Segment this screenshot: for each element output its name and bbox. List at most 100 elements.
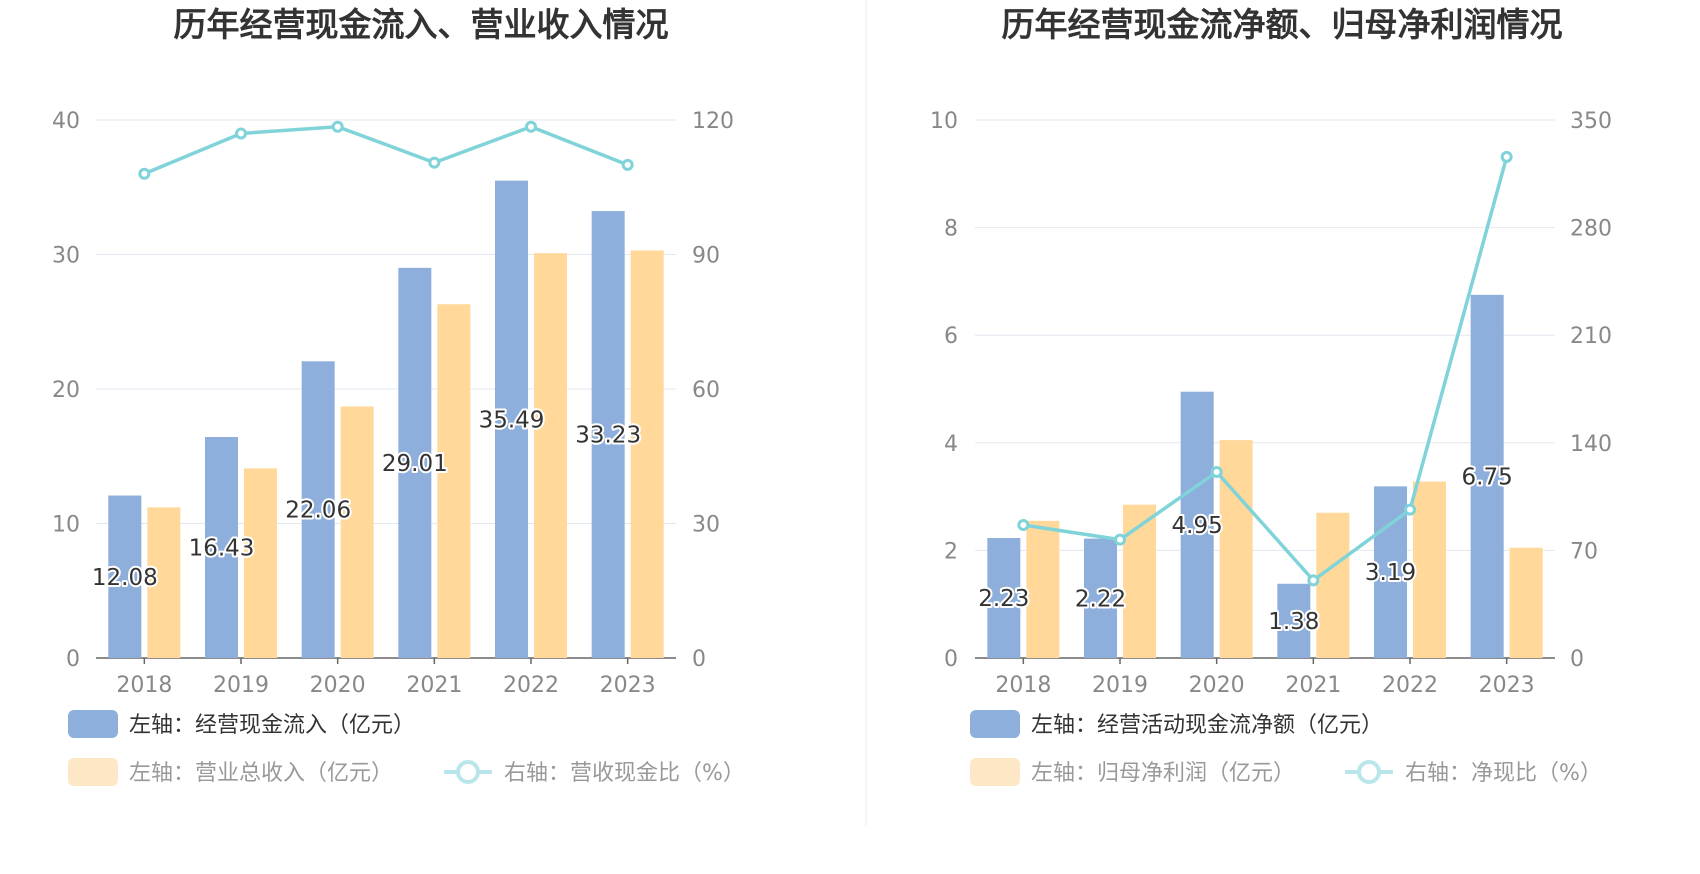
legend-series-name: 营业总收入（亿元） xyxy=(195,761,393,786)
data-label: 16.43 xyxy=(189,536,255,562)
ratio-line xyxy=(1023,156,1509,583)
x-axis-label: 2018 xyxy=(995,673,1051,698)
bar-secondary xyxy=(534,253,567,658)
right-axis-tick-label: 120 xyxy=(692,109,734,134)
chart-title: 历年经营现金流入、营业收入情况 xyxy=(174,5,669,44)
legend-swatch-icon xyxy=(68,758,118,786)
legend-axis-prefix: 左轴： xyxy=(129,713,195,738)
ratio-point xyxy=(428,156,441,169)
left-axis-tick-label: 20 xyxy=(52,378,80,403)
x-axis-label: 2021 xyxy=(1285,673,1341,698)
x-axis-label: 2019 xyxy=(213,673,269,698)
data-label: 2.23 xyxy=(978,586,1029,612)
legend-swatch-icon xyxy=(970,758,1020,786)
ratio-point xyxy=(525,120,537,133)
bar-secondary xyxy=(340,406,374,658)
left-axis-tick-label: 6 xyxy=(944,324,958,349)
legend-series-name: 净现比（%） xyxy=(1471,761,1602,786)
ratio-point xyxy=(1210,466,1223,479)
legend-axis-prefix: 左轴： xyxy=(1031,713,1097,738)
legend-axis-prefix: 左轴： xyxy=(1031,761,1097,786)
bar-secondary xyxy=(1413,481,1446,658)
right-axis-tick-label: 210 xyxy=(1570,324,1612,349)
ratio-point xyxy=(1404,503,1416,516)
bar-primary xyxy=(1470,294,1504,658)
left-axis-tick-label: 2 xyxy=(944,539,958,564)
legend-item[interactable]: 左轴：经营活动现金流净额（亿元） xyxy=(970,710,1383,738)
legend-item[interactable]: 右轴：净现比（%） xyxy=(1345,760,1602,786)
legend-label: 左轴：营业总收入（亿元） xyxy=(129,761,393,786)
bar-primary xyxy=(591,211,625,658)
x-axis-label: 2023 xyxy=(600,673,656,698)
data-label: 6.75 xyxy=(1462,464,1513,490)
data-label: 29.01 xyxy=(382,451,448,477)
x-axis-label: 2023 xyxy=(1479,673,1535,698)
data-label: 4.95 xyxy=(1172,513,1223,539)
legend-series-name: 经营活动现金流净额（亿元） xyxy=(1097,713,1383,738)
chart-panel-cash-inflow: 历年经营现金流入、营业收入情况 0 0 10 30 20 60 30 90 40 120 2018 2… xyxy=(52,5,745,786)
right-axis-tick-label: 90 xyxy=(692,244,720,269)
bar-secondary xyxy=(437,304,471,658)
data-label: 2.22 xyxy=(1075,586,1126,612)
data-label: 1.38 xyxy=(1268,609,1319,635)
legend-item[interactable]: 右轴：营收现金比（%） xyxy=(444,760,745,786)
right-axis-tick-label: 0 xyxy=(1570,647,1584,672)
left-axis-tick-label: 40 xyxy=(52,109,80,134)
legend-item[interactable]: 左轴：营业总收入（亿元） xyxy=(68,758,393,786)
data-label: 3.19 xyxy=(1365,560,1416,586)
left-axis-tick-label: 10 xyxy=(930,109,958,134)
bar-secondary xyxy=(1509,547,1543,658)
x-axis-label: 2022 xyxy=(1382,673,1438,698)
legend-label: 右轴：净现比（%） xyxy=(1405,761,1602,786)
left-axis-tick-label: 0 xyxy=(66,647,80,672)
ratio-point xyxy=(1017,519,1030,532)
left-axis-tick-label: 30 xyxy=(52,244,80,269)
left-axis-tick-label: 4 xyxy=(944,432,958,457)
data-label: 12.08 xyxy=(92,565,158,591)
legend-item[interactable]: 左轴：归母净利润（亿元） xyxy=(970,758,1295,786)
ratio-point xyxy=(235,127,247,140)
x-axis-label: 2018 xyxy=(116,673,172,698)
legend-line-icon xyxy=(456,760,480,784)
left-axis-tick-label: 8 xyxy=(944,217,958,242)
x-axis-label: 2022 xyxy=(503,673,559,698)
ratio-line xyxy=(143,124,629,176)
right-axis-tick-label: 350 xyxy=(1570,109,1612,134)
left-axis-tick-label: 0 xyxy=(944,647,958,672)
bar-primary xyxy=(108,495,142,658)
ratio-point xyxy=(138,167,151,180)
right-axis-tick-label: 0 xyxy=(692,647,706,672)
bar-secondary xyxy=(1026,520,1060,658)
legend-item[interactable]: 左轴：经营现金流入（亿元） xyxy=(68,710,415,738)
right-axis-tick-label: 140 xyxy=(1570,432,1612,457)
legend-series-name: 营收现金比（%） xyxy=(570,761,745,786)
bar-primary xyxy=(301,361,335,658)
bar-primary xyxy=(205,437,238,658)
right-axis-tick-label: 280 xyxy=(1570,217,1612,242)
ratio-point xyxy=(1114,533,1126,546)
bar-primary xyxy=(398,267,432,658)
bar-secondary xyxy=(630,250,664,658)
bar-secondary xyxy=(1123,504,1156,658)
legend-axis-prefix: 右轴： xyxy=(1405,761,1471,786)
bar-secondary xyxy=(1219,440,1253,658)
ratio-point xyxy=(1500,150,1513,163)
x-axis-label: 2020 xyxy=(1189,673,1245,698)
bar-primary xyxy=(1084,538,1117,658)
legend-axis-prefix: 左轴： xyxy=(129,761,195,786)
legend-label: 右轴：营收现金比（%） xyxy=(504,761,745,786)
chart-title: 历年经营现金流净额、归母净利润情况 xyxy=(1002,5,1563,44)
bar-primary xyxy=(1180,391,1214,658)
right-axis-tick-label: 70 xyxy=(1570,539,1598,564)
ratio-point xyxy=(621,158,634,171)
legend-axis-prefix: 右轴： xyxy=(504,761,570,786)
chart-panel-net-cash-flow: 历年经营现金流净额、归母净利润情况 0 0 2 70 4 140 6 210 8 280 10 350… xyxy=(930,5,1612,786)
data-label: 33.23 xyxy=(575,423,641,449)
x-axis-label: 2019 xyxy=(1092,673,1148,698)
legend-label: 左轴：经营现金流入（亿元） xyxy=(129,713,415,738)
ratio-point xyxy=(1307,574,1320,587)
legend-swatch-icon xyxy=(68,710,118,738)
legend-label: 左轴：归母净利润（亿元） xyxy=(1031,761,1295,786)
bar-secondary xyxy=(1316,512,1350,658)
bar-primary xyxy=(987,538,1021,658)
